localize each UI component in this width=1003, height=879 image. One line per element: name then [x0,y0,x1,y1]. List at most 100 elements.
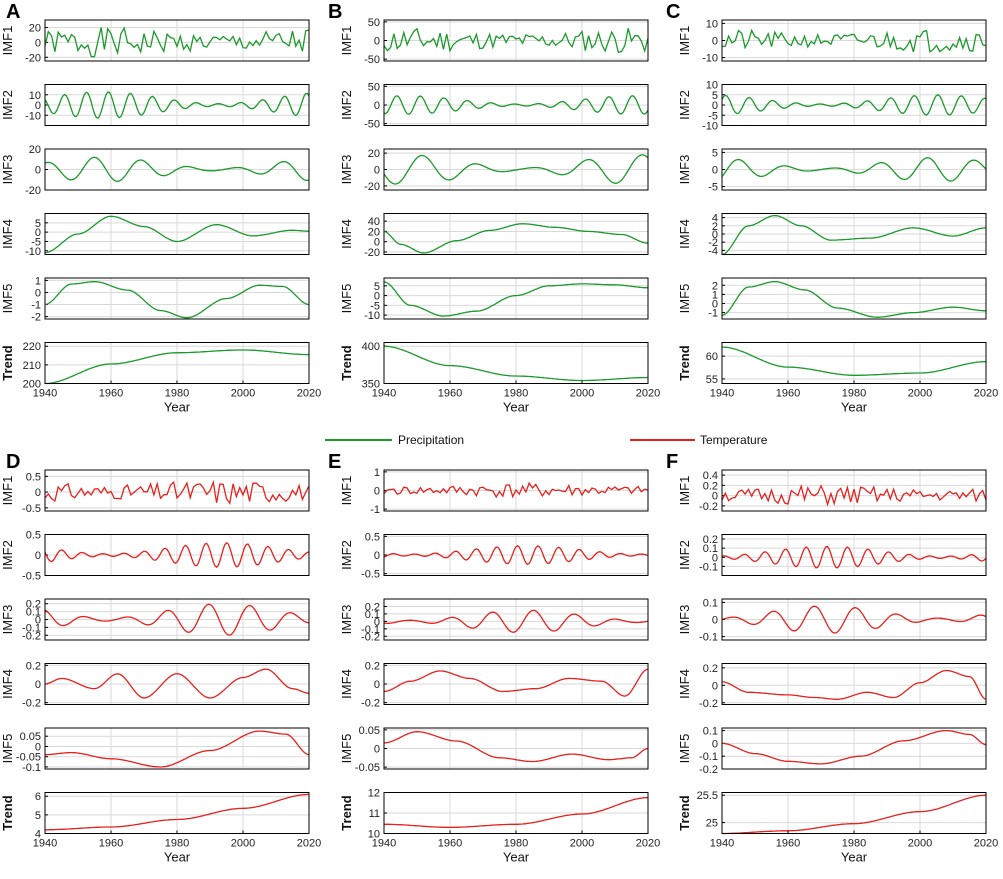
series-line-imf4 [44,215,309,254]
subplot-imf2: 0.5 0 -0.5 IMF2 [0,530,310,583]
axes-frame [44,84,310,126]
y-tick-label: -10 [364,310,380,322]
y-tick-label: -20 [364,247,380,259]
x-tick-label: 1960 [438,388,462,400]
subplot-trend: 6 5 4 Trend 1940 1960 1980 2000 2020 Year [0,791,321,864]
y-axis-label: Trend [0,345,15,380]
y-axis-label: IMF3 [339,605,354,635]
y-tick-label: -0.1 [361,624,380,636]
axes-frame [383,727,649,770]
y-tick-label: 210 [23,360,41,372]
y-tick-label: 0 [712,229,718,241]
series-line-trend [722,794,987,835]
x-tick-label: 2000 [570,388,594,400]
series-line-imf5 [45,730,310,768]
x-tick-label: 1960 [776,838,800,850]
y-tick-label: -0.1 [22,622,41,634]
series-line-imf2 [383,95,649,116]
panel-f: F0.40.20-0.2IMF10.20.10-0.1IMF20.10-0.1I… [666,451,998,865]
y-tick-label: 0.4 [703,470,718,482]
x-tick-label: 1980 [165,838,189,850]
subplot-imf3: 5 0 -5 IMF3 [677,147,987,194]
series-line-trend [383,345,648,382]
x-tick-label: 1940 [710,838,734,850]
y-tick-label: 0 [374,744,380,756]
x-tick-label: 2000 [570,838,594,850]
axes-frame [721,598,987,641]
x-tick-label: 1960 [438,838,462,850]
y-axis-label: IMF1 [0,476,15,506]
y-tick-label: 0 [712,738,718,750]
y-tick-label: -0.5 [22,503,41,515]
x-tick-label: 1960 [776,388,800,400]
y-tick-label: 55 [706,374,718,386]
y-axis-label: IMF2 [339,540,354,570]
y-tick-label: 20 [29,144,41,156]
legend: Precipitation Temperature [325,433,768,447]
y-tick-label: 0.05 [20,731,41,743]
y-axis-label: IMF5 [677,734,692,764]
series-line-imf5 [722,729,987,765]
axes-frame [383,84,649,126]
y-tick-label: -50 [364,119,380,131]
y-tick-label: -20 [364,181,380,193]
series-line-imf3 [44,603,310,636]
y-tick-label: 5 [712,90,718,102]
subplot-imf2: 0.20.10-0.1 IMF2 [677,534,987,576]
y-tick-label: -0.1 [699,561,718,573]
y-tick-label: 0.2 [703,663,718,675]
x-tick-label: 1940 [33,388,57,400]
y-tick-label: 0.2 [703,480,718,492]
y-axis-label: Trend [677,345,692,380]
axes-frame [44,727,310,770]
y-tick-label: -0.1 [22,762,41,774]
y-tick-label: 1 [374,467,380,479]
subplot-imf2: 100-10 IMF2 [0,84,310,126]
y-tick-label: -0.2 [699,764,718,776]
axes-frame [44,19,310,62]
axes-frame [44,663,310,705]
series-line-imf3 [383,609,649,633]
x-tick-label: 1980 [165,388,189,400]
y-tick-label: 0 [35,550,41,562]
x-tick-label: 1940 [372,838,396,850]
y-axis-label: Trend [339,345,354,380]
axes-frame [383,148,649,191]
panel-b: B 500-50IMF1500-50IMF2200-20IMF340200-20I… [328,1,660,415]
subplot-imf4: 0.2 0 -0.2 IMF4 [339,660,649,710]
y-tick-label: 5 [712,147,718,159]
y-tick-label: -2 [31,312,41,324]
series-line-imf4 [383,223,649,254]
y-tick-label: -0.05 [355,762,380,774]
y-tick-label: -10 [25,110,41,122]
subplot-imf1: 1 0 -1 IMF1 [339,467,649,516]
panel-letter: F [666,451,678,473]
y-tick-label: -0.2 [22,698,41,710]
axes-frame [721,19,987,62]
x-axis-label: Year [164,400,191,415]
y-tick-label: 0 [35,487,41,499]
series-line-trend [722,346,987,376]
x-axis-label: Year [841,850,868,865]
y-axis-label: Trend [677,795,692,830]
axes-frame [721,277,987,320]
subplot-imf3: 0.20.10-0.1-0.2 IMF3 [0,598,310,642]
y-tick-label: -5 [370,300,380,312]
subplot-imf2: 0.5 0 -0.5 IMF2 [339,531,649,581]
panel-letter: A [6,1,20,23]
y-tick-label: 0 [374,291,380,303]
series-line-trend [384,796,649,829]
series-line-imf2 [383,545,649,566]
y-axis-label: IMF4 [0,219,15,249]
y-tick-label: 0 [35,615,41,627]
series-line-trend [45,793,309,831]
x-tick-label: 1980 [842,838,866,850]
subplot-imf3: 0.20.10-0.1-0.2 IMF3 [339,598,649,643]
series-line-imf5 [383,731,649,763]
y-tick-label: 10 [706,18,718,30]
y-axis-label: IMF3 [0,605,15,635]
series-line-imf2 [44,91,310,120]
y-tick-label: -5 [708,110,718,122]
subplot-imf5: 0.10-0.1-0.2 IMF5 [677,726,987,776]
